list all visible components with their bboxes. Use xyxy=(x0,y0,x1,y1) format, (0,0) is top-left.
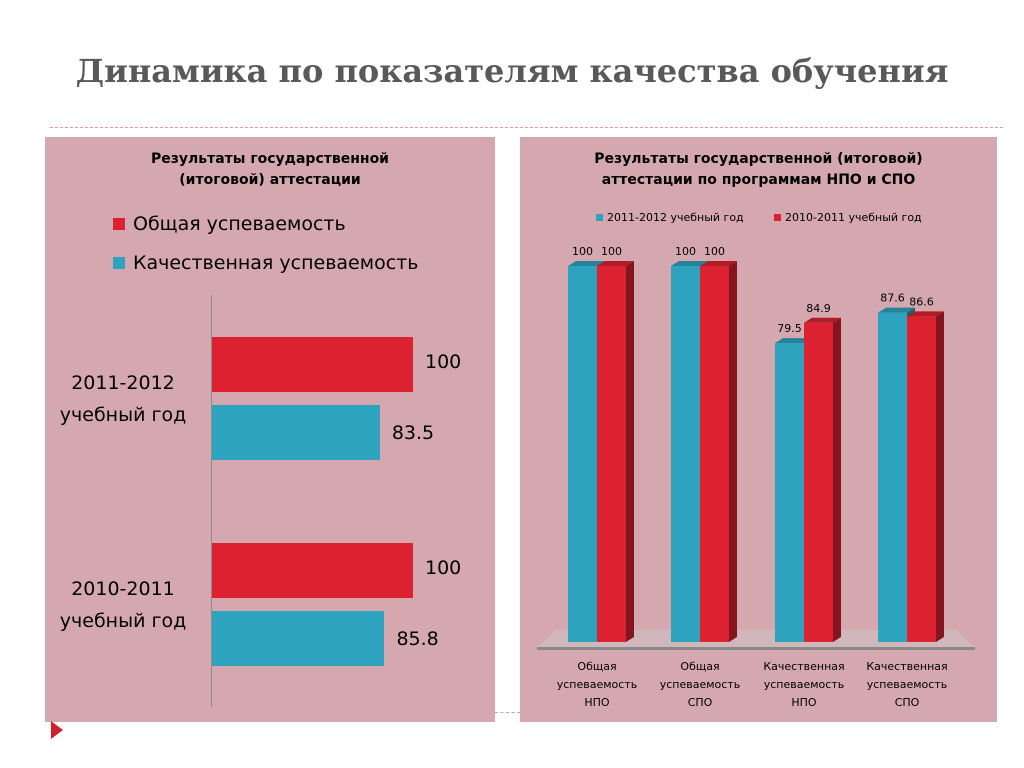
column-0-1 xyxy=(597,266,626,642)
left-axis-line xyxy=(211,295,212,707)
left-bar-0-1 xyxy=(212,405,380,460)
left-chart-title: Результаты государственной (итоговой) ат… xyxy=(150,151,389,188)
right-legend-item-0: 2011-2012 учебный год xyxy=(596,211,744,224)
column-top-3-1 xyxy=(907,311,944,317)
column-value-label-2-0: 79.5 xyxy=(777,322,802,335)
right-category-label-1: Общая успеваемость СПО xyxy=(648,658,752,712)
right-category-label-line: успеваемость xyxy=(556,678,638,691)
left-legend-swatch-1 xyxy=(113,257,125,269)
column-3-0 xyxy=(878,312,907,642)
column-side-3-1 xyxy=(936,311,944,642)
column-value-label-0-1: 100 xyxy=(601,245,622,258)
left-legend-item-1: Качественная успеваемость xyxy=(113,252,418,274)
right-category-label-line: успеваемость xyxy=(763,678,845,691)
right-legend-item-1: 2010-2011 учебный год xyxy=(774,211,922,224)
left-bar-1-0 xyxy=(212,543,413,598)
right-category-label-2: Качественная успеваемость НПО xyxy=(752,658,856,712)
left-legend-swatch-0 xyxy=(113,218,125,230)
left-chart-panel: Результаты государственной (итоговой) ат… xyxy=(45,137,495,722)
column-value-label-0-0: 100 xyxy=(572,245,593,258)
left-value-label-0-1: 83.5 xyxy=(391,422,435,444)
right-legend-swatch-0 xyxy=(596,214,603,221)
left-category-label-1: 2010-2011 учебный год xyxy=(59,578,187,632)
right-category-label-line: НПО xyxy=(584,696,610,709)
column-top-2-0 xyxy=(775,338,812,344)
right-category-label-line: Общая xyxy=(680,660,720,673)
column-2-0 xyxy=(775,343,804,642)
column-top-0-0 xyxy=(568,261,605,266)
left-bar-0-0 xyxy=(212,337,413,392)
left-legend-item-0: Общая успеваемость xyxy=(113,213,346,235)
right-category-label-line: успеваемость xyxy=(659,678,741,691)
right-category-label-line: СПО xyxy=(894,696,920,709)
left-value-label-1-1: 85.8 xyxy=(396,628,439,650)
right-category-label-3: Качественная успеваемость СПО xyxy=(855,658,959,712)
left-bar-1-1 xyxy=(212,611,385,666)
column-value-label-1-0: 100 xyxy=(675,245,696,258)
column-top-1-0 xyxy=(671,261,708,266)
slide-nav-arrow-icon xyxy=(51,721,63,739)
column-value-label-3-1: 86.6 xyxy=(909,295,934,308)
right-legend-label-1: 2010-2011 учебный год xyxy=(785,211,922,224)
column-1-1 xyxy=(700,266,729,642)
column-side-1-1 xyxy=(729,261,737,642)
right-category-label-line: НПО xyxy=(791,696,817,709)
column-1-0 xyxy=(671,266,700,642)
column-side-0-1 xyxy=(626,261,634,642)
column-top-3-0 xyxy=(878,307,915,313)
left-value-label-0-0: 100 xyxy=(425,351,462,373)
column-3-1 xyxy=(907,316,936,642)
right-category-label-line: Качественная xyxy=(866,660,948,673)
right-chart-title: Результаты государственной (итоговой) ат… xyxy=(594,151,923,188)
column-top-1-1 xyxy=(700,261,737,266)
column-0-0 xyxy=(568,266,597,642)
column-side-2-1 xyxy=(833,317,841,642)
chart-floor-top xyxy=(537,630,975,647)
left-category-label-0: 2011-2012 учебный год xyxy=(59,372,187,426)
right-column-chart: 100 100 100 100 79.5 84.9 87.6 86.6 xyxy=(537,245,975,650)
right-category-label-line: успеваемость xyxy=(866,678,948,691)
column-value-label-2-1: 84.9 xyxy=(806,302,831,315)
right-legend-swatch-1 xyxy=(774,214,781,221)
column-top-0-1 xyxy=(597,261,634,266)
right-chart-panel: Результаты государственной (итоговой) ат… xyxy=(520,137,997,722)
right-legend-label-0: 2011-2012 учебный год xyxy=(607,211,744,224)
column-2-1 xyxy=(804,322,833,642)
column-top-2-1 xyxy=(804,317,841,323)
column-value-label-3-0: 87.6 xyxy=(880,292,905,305)
chart-floor-front xyxy=(537,647,975,650)
column-value-label-1-1: 100 xyxy=(704,245,725,258)
bottom-divider xyxy=(495,712,520,713)
left-legend-label-1: Качественная успеваемость xyxy=(133,252,419,274)
right-category-label-line: Качественная xyxy=(763,660,845,673)
right-category-label-line: Общая xyxy=(577,660,617,673)
slide-title: Динамика по показателям качества обучени… xyxy=(75,52,949,90)
top-divider xyxy=(50,127,1003,128)
left-value-label-1-0: 100 xyxy=(425,557,462,579)
right-category-label-0: Общая успеваемость НПО xyxy=(545,658,649,712)
left-legend-label-0: Общая успеваемость xyxy=(133,213,346,235)
right-category-label-line: СПО xyxy=(687,696,713,709)
